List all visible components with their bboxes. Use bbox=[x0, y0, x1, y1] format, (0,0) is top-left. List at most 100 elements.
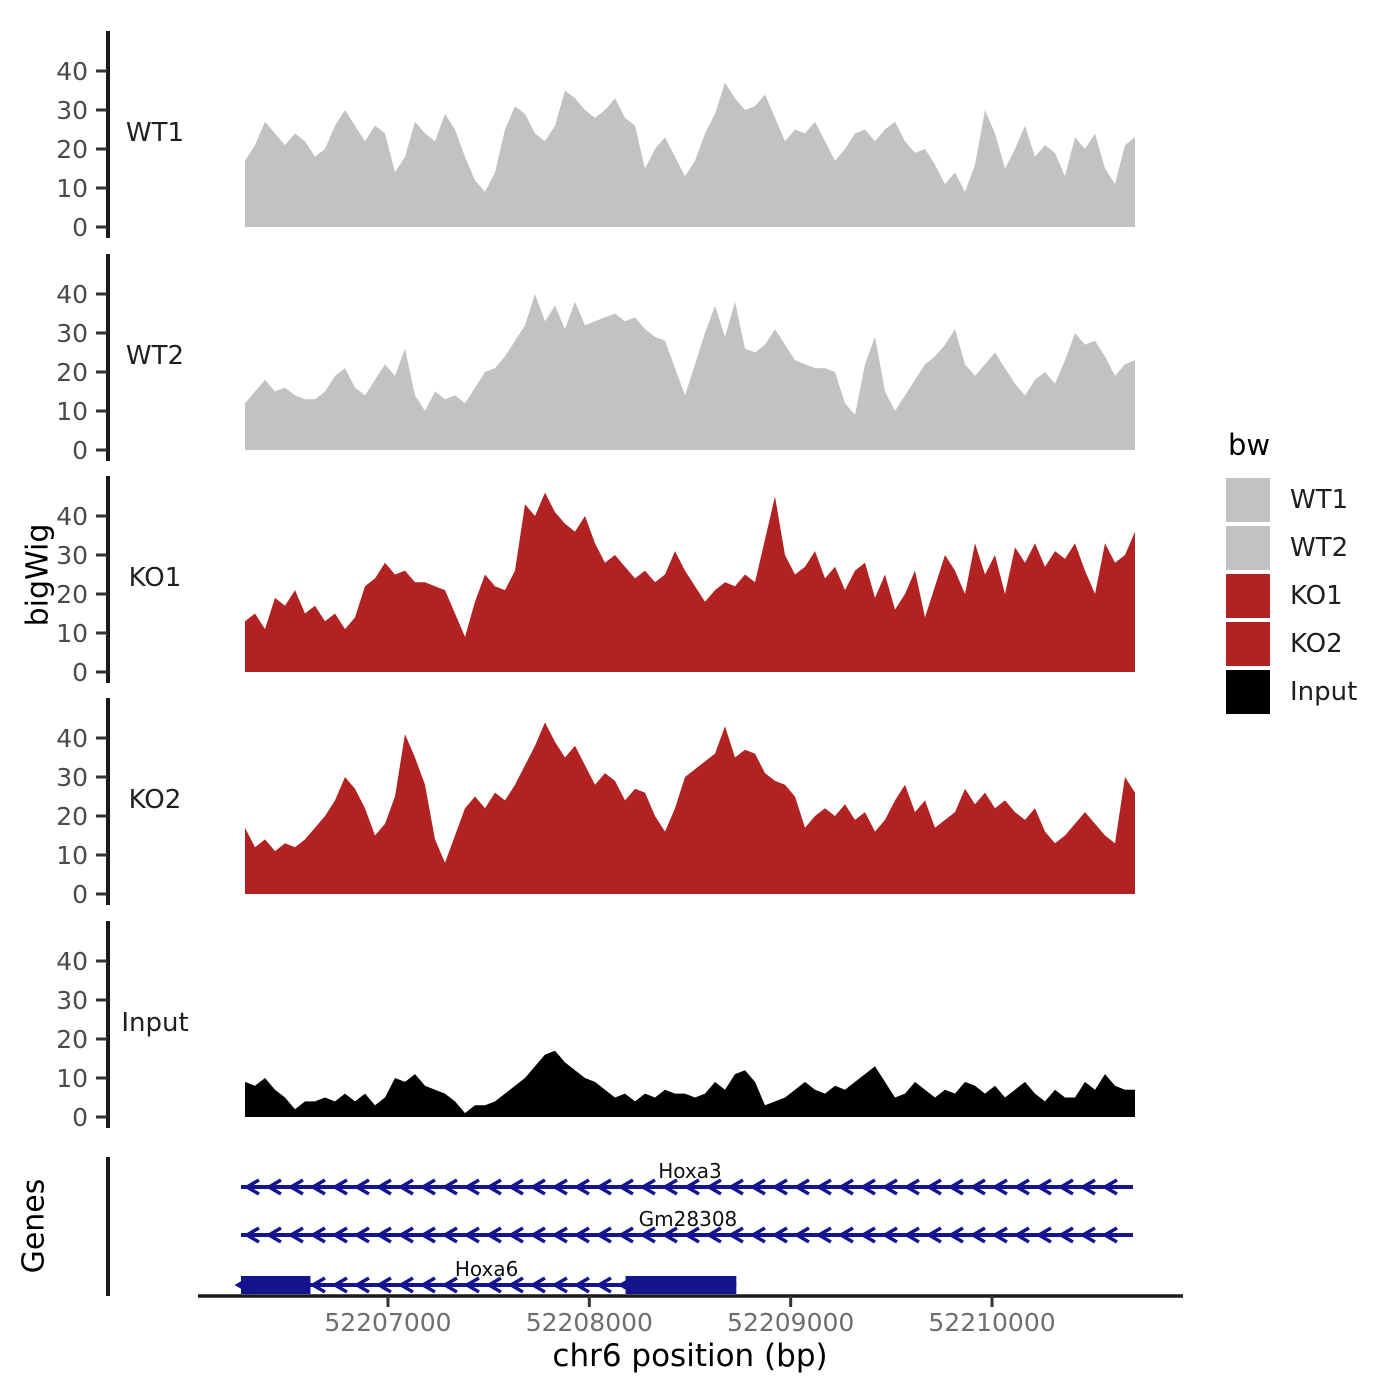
coverage-area-WT1 bbox=[245, 82, 1135, 227]
strand-arrow-left bbox=[925, 1226, 942, 1244]
strand-arrow-left bbox=[617, 1178, 634, 1196]
strand-arrow-left bbox=[683, 1226, 700, 1244]
strand-arrow-left bbox=[419, 1276, 436, 1294]
strand-arrow-left bbox=[309, 1178, 326, 1196]
y-tick-label: 30 bbox=[56, 763, 88, 792]
strand-arrow-left bbox=[1079, 1178, 1096, 1196]
strand-arrow-left bbox=[529, 1276, 546, 1294]
strand-arrow-left bbox=[1101, 1178, 1118, 1196]
y-tick-label: 0 bbox=[72, 658, 88, 687]
strand-arrow-left bbox=[485, 1226, 502, 1244]
track-panel-WT1: 0 10 20 30 40 bbox=[56, 31, 1135, 242]
strand-arrow-left bbox=[1013, 1226, 1030, 1244]
strand-arrow-left bbox=[1035, 1178, 1052, 1196]
y-tick-label: 10 bbox=[56, 841, 88, 870]
strand-arrow-left bbox=[331, 1178, 348, 1196]
coverage-area-WT2 bbox=[245, 294, 1135, 450]
legend-swatch-input bbox=[1226, 670, 1270, 714]
strand-arrow-left bbox=[265, 1178, 282, 1196]
strand-arrow-left bbox=[1101, 1226, 1118, 1244]
strand-arrow-left bbox=[1057, 1178, 1074, 1196]
strand-arrow-left bbox=[815, 1226, 832, 1244]
strand-arrow-left bbox=[529, 1178, 546, 1196]
strand-arrow-left bbox=[397, 1276, 414, 1294]
genes-panel bbox=[106, 1157, 1133, 1296]
strand-arrow-left bbox=[1035, 1226, 1052, 1244]
strand-arrow-left bbox=[881, 1226, 898, 1244]
y-tick-label: 40 bbox=[56, 280, 88, 309]
strand-arrow-left bbox=[947, 1226, 964, 1244]
strand-arrow-left bbox=[661, 1226, 678, 1244]
strand-arrow-left bbox=[793, 1226, 810, 1244]
track-panel-WT2: 0 10 20 30 40 bbox=[56, 254, 1135, 465]
strand-arrow-left bbox=[463, 1226, 480, 1244]
y-tick-label: 0 bbox=[72, 1103, 88, 1132]
strand-arrow-left bbox=[991, 1226, 1008, 1244]
x-tick-52210000: 52210000 bbox=[928, 1308, 1056, 1337]
strand-arrow-left bbox=[1013, 1178, 1030, 1196]
strand-arrow-left bbox=[1079, 1226, 1096, 1244]
strand-arrow-left bbox=[573, 1276, 590, 1294]
y-axis-title: bigWig bbox=[20, 523, 56, 627]
strand-arrow-left bbox=[837, 1178, 854, 1196]
strand-arrow-left bbox=[969, 1178, 986, 1196]
y-tick-label: 20 bbox=[56, 358, 88, 387]
legend: bw WT1 WT2 KO1 KO2 Input bbox=[1226, 428, 1357, 718]
y-tick-label: 30 bbox=[56, 986, 88, 1015]
legend-swatch-ko1 bbox=[1226, 574, 1270, 618]
strand-arrow-left bbox=[375, 1226, 392, 1244]
strand-arrow-left bbox=[397, 1226, 414, 1244]
legend-item-ko2: KO2 bbox=[1226, 622, 1357, 666]
track-label-ko1: KO1 bbox=[128, 563, 182, 593]
coverage-area-KO1 bbox=[245, 492, 1135, 672]
strand-arrow-left bbox=[441, 1226, 458, 1244]
y-tick-label: 20 bbox=[56, 802, 88, 831]
strand-arrow-left bbox=[727, 1226, 744, 1244]
track-label-ko2: KO2 bbox=[128, 785, 182, 815]
strand-arrow-left bbox=[375, 1276, 392, 1294]
strand-arrow-left bbox=[507, 1276, 524, 1294]
x-axis-title: chr6 position (bp) bbox=[552, 1338, 828, 1374]
strand-arrow-left bbox=[661, 1178, 678, 1196]
strand-arrow-left bbox=[551, 1226, 568, 1244]
track-label-wt1: WT1 bbox=[125, 118, 185, 148]
strand-arrow-left bbox=[683, 1178, 700, 1196]
strand-arrow-left bbox=[353, 1226, 370, 1244]
strand-arrow-left bbox=[243, 1178, 260, 1196]
genes-panel-title: Genes bbox=[16, 1178, 52, 1274]
y-tick-label: 10 bbox=[56, 397, 88, 426]
strand-arrow-left bbox=[859, 1226, 876, 1244]
strand-arrow-left bbox=[309, 1226, 326, 1244]
strand-arrow-left bbox=[705, 1178, 722, 1196]
strand-arrow-left bbox=[463, 1276, 480, 1294]
y-tick-label: 40 bbox=[56, 57, 88, 86]
y-tick-label: 20 bbox=[56, 1025, 88, 1054]
strand-arrow-left bbox=[375, 1178, 392, 1196]
strand-arrow-left bbox=[969, 1226, 986, 1244]
strand-arrow-left bbox=[903, 1178, 920, 1196]
track-panel-KO1: 0 10 20 30 40 bbox=[56, 476, 1135, 687]
y-tick-label: 30 bbox=[56, 319, 88, 348]
strand-arrow-left bbox=[925, 1178, 942, 1196]
legend-title: bw bbox=[1228, 428, 1271, 462]
y-tick-label: 40 bbox=[56, 724, 88, 753]
legend-item-ko1: KO1 bbox=[1226, 574, 1357, 618]
y-tick-label: 0 bbox=[72, 213, 88, 242]
strand-arrow-left bbox=[859, 1178, 876, 1196]
strand-arrow-left bbox=[793, 1178, 810, 1196]
strand-arrow-left bbox=[353, 1178, 370, 1196]
strand-arrow-left bbox=[529, 1226, 546, 1244]
gene-label-hoxa3: Hoxa3 bbox=[658, 1159, 722, 1183]
gene-label-hoxa6: Hoxa6 bbox=[454, 1257, 519, 1281]
strand-arrow-left bbox=[551, 1276, 568, 1294]
strand-arrow-left bbox=[617, 1226, 634, 1244]
strand-arrow-left bbox=[573, 1226, 590, 1244]
strand-arrow-left bbox=[947, 1178, 964, 1196]
track-label-wt2: WT2 bbox=[125, 341, 185, 371]
strand-arrow-left bbox=[463, 1178, 480, 1196]
strand-arrow-left bbox=[419, 1226, 436, 1244]
exon-box bbox=[625, 1276, 737, 1294]
strand-arrow-left bbox=[705, 1226, 722, 1244]
gene-Hoxa6 bbox=[234, 1276, 737, 1294]
